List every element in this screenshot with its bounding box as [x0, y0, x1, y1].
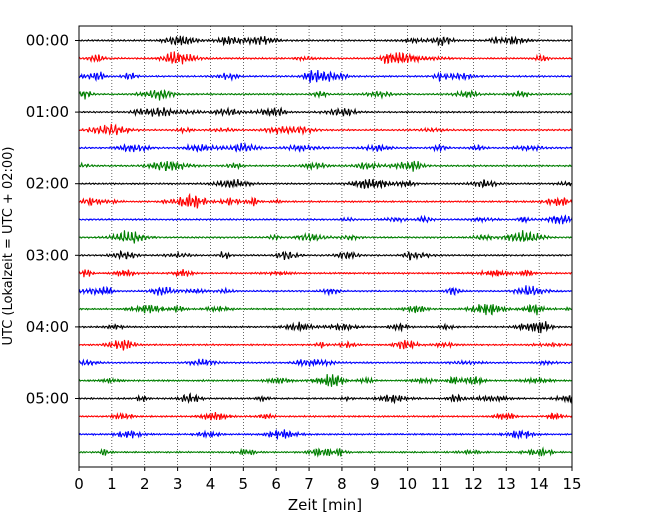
y-tick-label-4: 04:00	[26, 318, 69, 336]
x-tick-label-4: 4	[206, 475, 216, 493]
trace-19	[78, 374, 573, 387]
trace-4	[78, 106, 573, 118]
trace-2	[78, 69, 573, 83]
x-tick-label-2: 2	[140, 475, 150, 493]
trace-10	[78, 214, 573, 225]
trace-14	[78, 285, 573, 297]
trace-8	[78, 178, 573, 190]
y-axis-ticks: 00:00 01:00 02:00 03:00 04:00 05:00	[26, 32, 79, 408]
trace-17	[78, 339, 573, 351]
trace-22	[78, 428, 573, 440]
trace-16	[78, 321, 573, 334]
trace-15	[78, 303, 573, 316]
x-tick-label-1: 1	[107, 475, 117, 493]
trace-11	[78, 230, 573, 244]
trace-1	[78, 51, 573, 65]
x-tick-label-5: 5	[239, 475, 249, 493]
x-tick-label-13: 13	[497, 475, 516, 493]
x-tick-label-11: 11	[431, 475, 450, 493]
x-axis-label: Zeit [min]	[288, 496, 362, 514]
x-tick-label-3: 3	[173, 475, 183, 493]
y-tick-label-0: 00:00	[26, 32, 69, 50]
trace-group	[78, 35, 573, 458]
trace-20	[78, 392, 573, 405]
trace-3	[78, 89, 573, 101]
x-tick-label-8: 8	[337, 475, 347, 493]
trace-7	[78, 160, 573, 172]
y-tick-label-1: 01:00	[26, 103, 69, 121]
x-tick-label-15: 15	[562, 475, 581, 493]
x-tick-label-7: 7	[304, 475, 314, 493]
plot-frame	[78, 25, 573, 468]
trace-13	[78, 268, 573, 278]
trace-0	[78, 35, 573, 47]
x-tick-label-12: 12	[464, 475, 483, 493]
y-tick-label-5: 05:00	[26, 390, 69, 408]
y-axis-label: UTC (Lokalzeit = UTC + 02:00)	[1, 147, 16, 346]
y-tick-label-3: 03:00	[26, 246, 69, 264]
x-tick-label-14: 14	[530, 475, 549, 493]
trace-21	[78, 411, 573, 421]
trace-23	[78, 446, 573, 458]
x-axis-ticks: 0 1 2 3 4 5 6 7 8 9 10 11 12 13 14 15	[74, 467, 582, 493]
trace-5	[78, 123, 573, 136]
trace-9	[78, 192, 573, 209]
trace-6	[78, 141, 573, 153]
x-tick-label-10: 10	[398, 475, 417, 493]
x-tick-label-0: 0	[74, 475, 84, 493]
x-tick-label-9: 9	[370, 475, 380, 493]
trace-12	[78, 249, 573, 261]
trace-18	[78, 358, 573, 368]
y-tick-label-2: 02:00	[26, 175, 69, 193]
x-tick-label-6: 6	[271, 475, 281, 493]
